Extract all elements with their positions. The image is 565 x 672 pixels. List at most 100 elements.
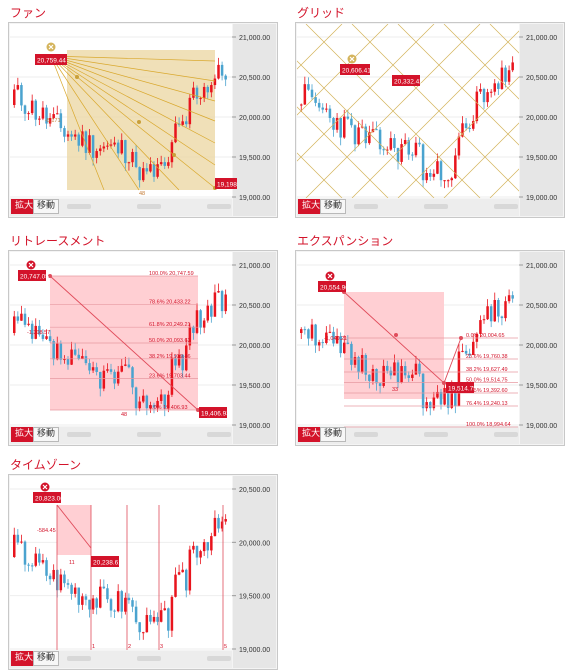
- y-tick-label: 21,000.00: [526, 35, 557, 42]
- candle-body: [195, 87, 199, 99]
- candle-body: [77, 587, 81, 605]
- chart-area[interactable]: 21,000.00 20,500.00 20,000.00 19,500.00 19,0…: [8, 22, 278, 218]
- candle-body: [436, 161, 439, 174]
- x-tick-label: [137, 656, 161, 661]
- candle-body: [432, 397, 436, 409]
- candle-body: [45, 107, 48, 124]
- candle-body: [210, 85, 213, 93]
- candle-body: [511, 295, 514, 299]
- candle-body: [163, 394, 167, 409]
- panel-timezone: タイムゾーン 20,500.00 20,000.00 19,500.00 19,000…: [8, 456, 278, 670]
- candle-body: [181, 121, 184, 125]
- candle-body: [217, 64, 220, 79]
- candle-body: [472, 341, 475, 356]
- candle-body: [59, 113, 63, 129]
- fan-node: [172, 153, 176, 157]
- candle-body: [109, 144, 113, 146]
- candle-body: [185, 569, 188, 591]
- candle-body: [156, 164, 159, 177]
- annotation-label: -1,040.21: [324, 336, 347, 342]
- candle-body: [156, 400, 159, 408]
- candle-body: [149, 164, 152, 172]
- move-button[interactable]: 移動: [33, 651, 60, 666]
- candlestick-chart[interactable]: 21,000.00 20,500.00 20,000.00 19,500.00 19,0…: [9, 251, 277, 445]
- candle-body: [386, 365, 389, 371]
- candle-body: [396, 362, 400, 383]
- candle-body: [457, 136, 461, 156]
- candle-body: [163, 162, 167, 166]
- candlestick-chart[interactable]: 21,000.00 20,500.00 20,000.00 19,500.00 19,0…: [296, 251, 564, 445]
- candlestick-chart[interactable]: 21,000.00 20,500.00 20,000.00 19,500.00 19,0…: [9, 23, 277, 217]
- candle-body: [145, 615, 149, 633]
- candle-body: [206, 86, 210, 93]
- candle-body: [188, 326, 192, 346]
- candle-body: [138, 401, 141, 409]
- panel-title: タイムゾーン: [10, 458, 82, 472]
- price-label: 20,554.96: [320, 285, 349, 292]
- candle-body: [436, 391, 439, 398]
- candle-body: [486, 306, 489, 320]
- candle-body: [134, 606, 138, 623]
- candle-body: [378, 383, 382, 386]
- candle-body: [504, 301, 507, 319]
- annotation-label: -584.45: [37, 528, 56, 534]
- candle-body: [91, 135, 95, 158]
- candle-body: [497, 83, 500, 89]
- grid-line: [443, 24, 519, 100]
- zoom-button[interactable]: 拡大: [298, 199, 325, 214]
- move-button[interactable]: 移動: [320, 427, 347, 442]
- chart-area[interactable]: 20,500.00 20,000.00 19,500.00 19,000.00 1 2 3 5…: [8, 474, 278, 670]
- candle-body: [468, 127, 471, 129]
- close-icon: [349, 56, 355, 62]
- y-tick-label: 20,500.00: [526, 75, 557, 82]
- candle-body: [59, 574, 63, 591]
- candlestick-chart[interactable]: 20,500.00 20,000.00 19,500.00 19,000.00 1 2 3 5…: [9, 475, 277, 669]
- grid-overlay: [297, 24, 519, 198]
- candle-body: [493, 299, 497, 322]
- candle-body: [343, 342, 346, 354]
- zoom-button[interactable]: 拡大: [11, 427, 38, 442]
- candle-body: [45, 336, 48, 339]
- annotation-label: 11: [69, 560, 75, 566]
- y-axis-area: [233, 476, 276, 668]
- zoom-button[interactable]: 拡大: [11, 651, 38, 666]
- candle-body: [38, 118, 41, 120]
- chart-area[interactable]: 21,000.00 20,500.00 20,000.00 19,500.00 19,0…: [295, 22, 565, 218]
- candle-body: [343, 116, 346, 138]
- move-button[interactable]: 移動: [320, 199, 347, 214]
- candle-body: [199, 551, 202, 558]
- chart-area[interactable]: 21,000.00 20,500.00 20,000.00 19,500.00 19,0…: [8, 250, 278, 446]
- candle-body: [20, 85, 23, 106]
- candle-body: [70, 584, 73, 594]
- candle-body: [38, 553, 41, 563]
- anchor-point: [394, 333, 398, 337]
- candle-body: [116, 371, 120, 384]
- candle-body: [188, 549, 192, 591]
- x-tick-label: [137, 204, 161, 209]
- annotation-label: -5,171: [45, 118, 61, 124]
- x-tick-label: [354, 432, 378, 437]
- chart-area[interactable]: 21,000.00 20,500.00 20,000.00 19,500.00 19,0…: [295, 250, 565, 446]
- annotation-label: 38.2% 19,627.49: [466, 367, 508, 373]
- candle-body: [393, 362, 396, 376]
- move-button[interactable]: 移動: [33, 199, 60, 214]
- candle-body: [81, 356, 84, 359]
- fan-line: [50, 55, 216, 82]
- candle-body: [20, 313, 23, 321]
- candle-body: [45, 560, 48, 576]
- candle-body: [411, 154, 414, 156]
- candle-body: [27, 564, 30, 566]
- candle-body: [95, 151, 98, 158]
- candle-body: [411, 374, 414, 378]
- move-button[interactable]: 移動: [33, 427, 60, 442]
- candle-body: [224, 75, 227, 80]
- candle-body: [368, 132, 371, 144]
- candle-body: [400, 366, 403, 383]
- y-tick-label: 19,500.00: [239, 383, 270, 390]
- candle-body: [145, 395, 149, 409]
- candlestick-chart[interactable]: 21,000.00 20,500.00 20,000.00 19,500.00 19,0…: [296, 23, 564, 217]
- candle-body: [30, 323, 34, 339]
- candle-body: [210, 536, 213, 551]
- candle-body: [41, 560, 45, 563]
- trend-line: [56, 504, 92, 549]
